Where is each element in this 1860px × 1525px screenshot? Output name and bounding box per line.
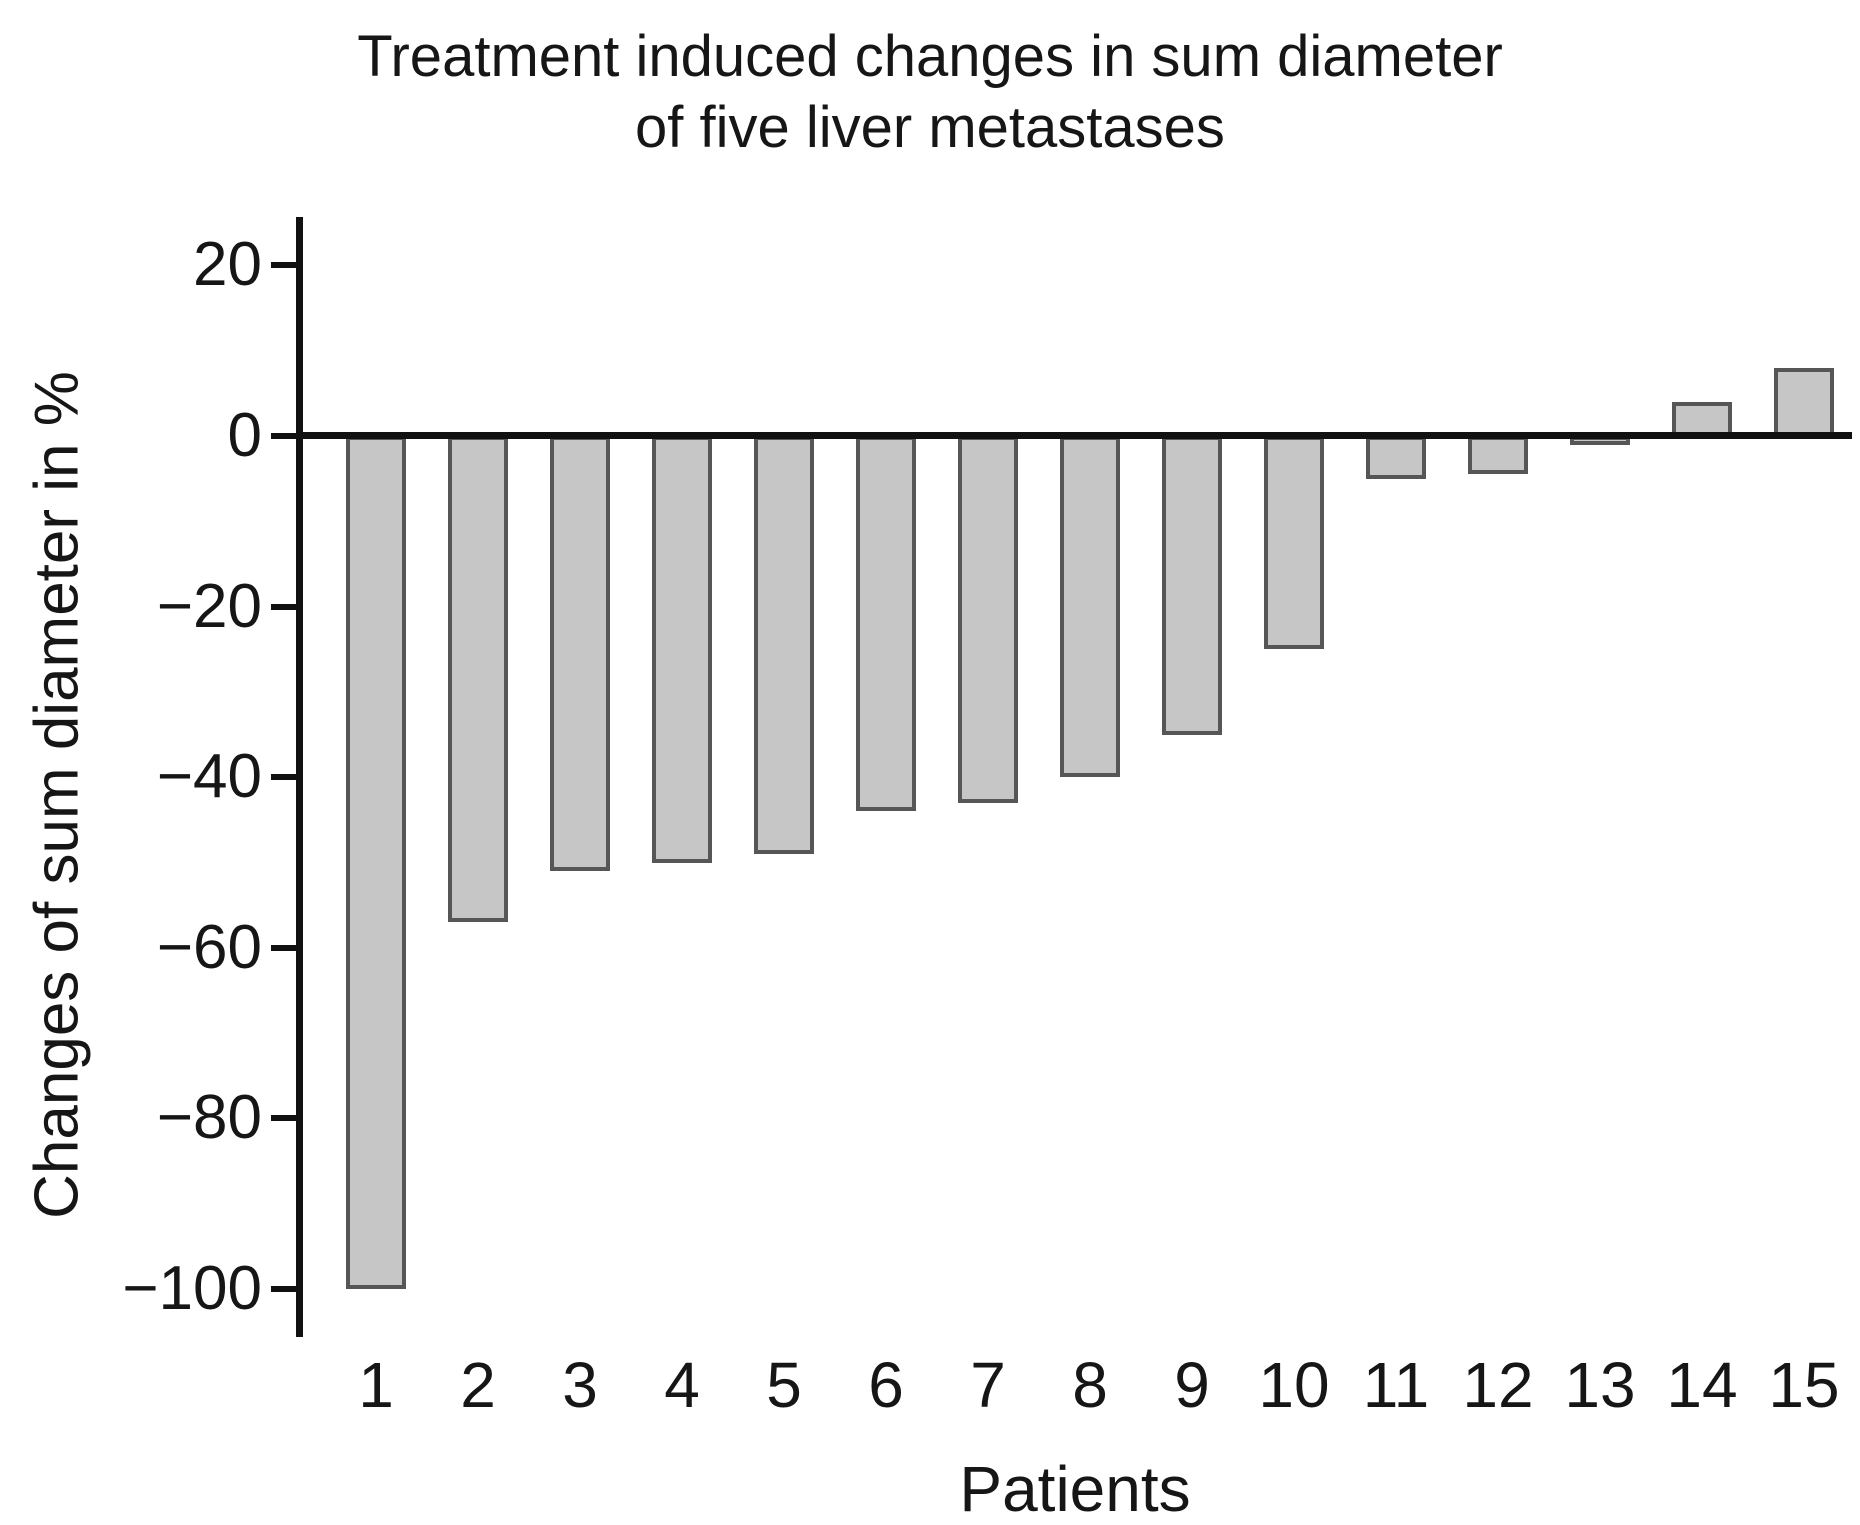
chart-title-line1: Treatment induced changes in sum diamete… [357,24,1503,89]
x-tick-label-8: 8 [1072,1349,1108,1421]
x-tick-label-10: 10 [1258,1349,1330,1421]
bar-patient-10 [1264,436,1324,650]
y-tick-mark-−60 [271,944,301,951]
y-tick-mark-−40 [271,774,301,781]
y-tick-mark-20 [271,262,301,269]
bar-patient-5 [754,436,814,854]
y-tick-label-−40: −40 [156,742,262,812]
y-tick-label-20: 20 [193,230,262,300]
x-tick-label-15: 15 [1768,1349,1840,1421]
x-tick-label-14: 14 [1666,1349,1738,1421]
x-tick-label-2: 2 [460,1349,496,1421]
chart-title-line2: of five liver metastases [635,94,1225,160]
x-tick-label-7: 7 [970,1349,1006,1421]
zero-baseline [296,432,1852,439]
x-tick-label-1: 1 [358,1349,394,1421]
bar-patient-4 [652,436,712,863]
bar-patient-8 [1060,436,1120,778]
bar-patient-12 [1468,436,1528,475]
bar-patient-14 [1672,401,1732,436]
y-tick-mark-−20 [271,603,301,610]
x-tick-label-12: 12 [1462,1349,1534,1421]
y-tick-mark-−80 [271,1115,301,1122]
x-tick-label-4: 4 [664,1349,700,1421]
y-tick-mark-0 [271,433,301,439]
y-tick-mark-−100 [271,1286,301,1292]
x-axis-label: Patients [959,1453,1191,1525]
y-tick-label-−80: −80 [156,1083,262,1153]
bar-patient-3 [550,436,610,872]
x-tick-label-11: 11 [1362,1349,1430,1421]
bar-patient-2 [448,436,508,923]
chart-title: Treatment induced changes in sum diamete… [0,22,1860,164]
x-tick-label-3: 3 [562,1349,598,1421]
bar-patient-15 [1774,367,1834,436]
bar-patient-11 [1366,436,1426,479]
x-tick-label-13: 13 [1564,1349,1636,1421]
bar-patient-9 [1162,436,1222,735]
x-tick-label-5: 5 [766,1349,802,1421]
x-tick-label-9: 9 [1174,1349,1210,1421]
y-tick-label-−60: −60 [156,912,262,982]
bar-patient-7 [958,436,1018,803]
y-tick-label-0: 0 [227,401,262,470]
x-tick-label-6: 6 [868,1349,904,1421]
bar-patient-1 [346,436,406,1289]
bar-patient-6 [856,436,916,812]
y-tick-label-−20: −20 [156,571,262,641]
y-tick-label-−100: −100 [122,1254,262,1323]
